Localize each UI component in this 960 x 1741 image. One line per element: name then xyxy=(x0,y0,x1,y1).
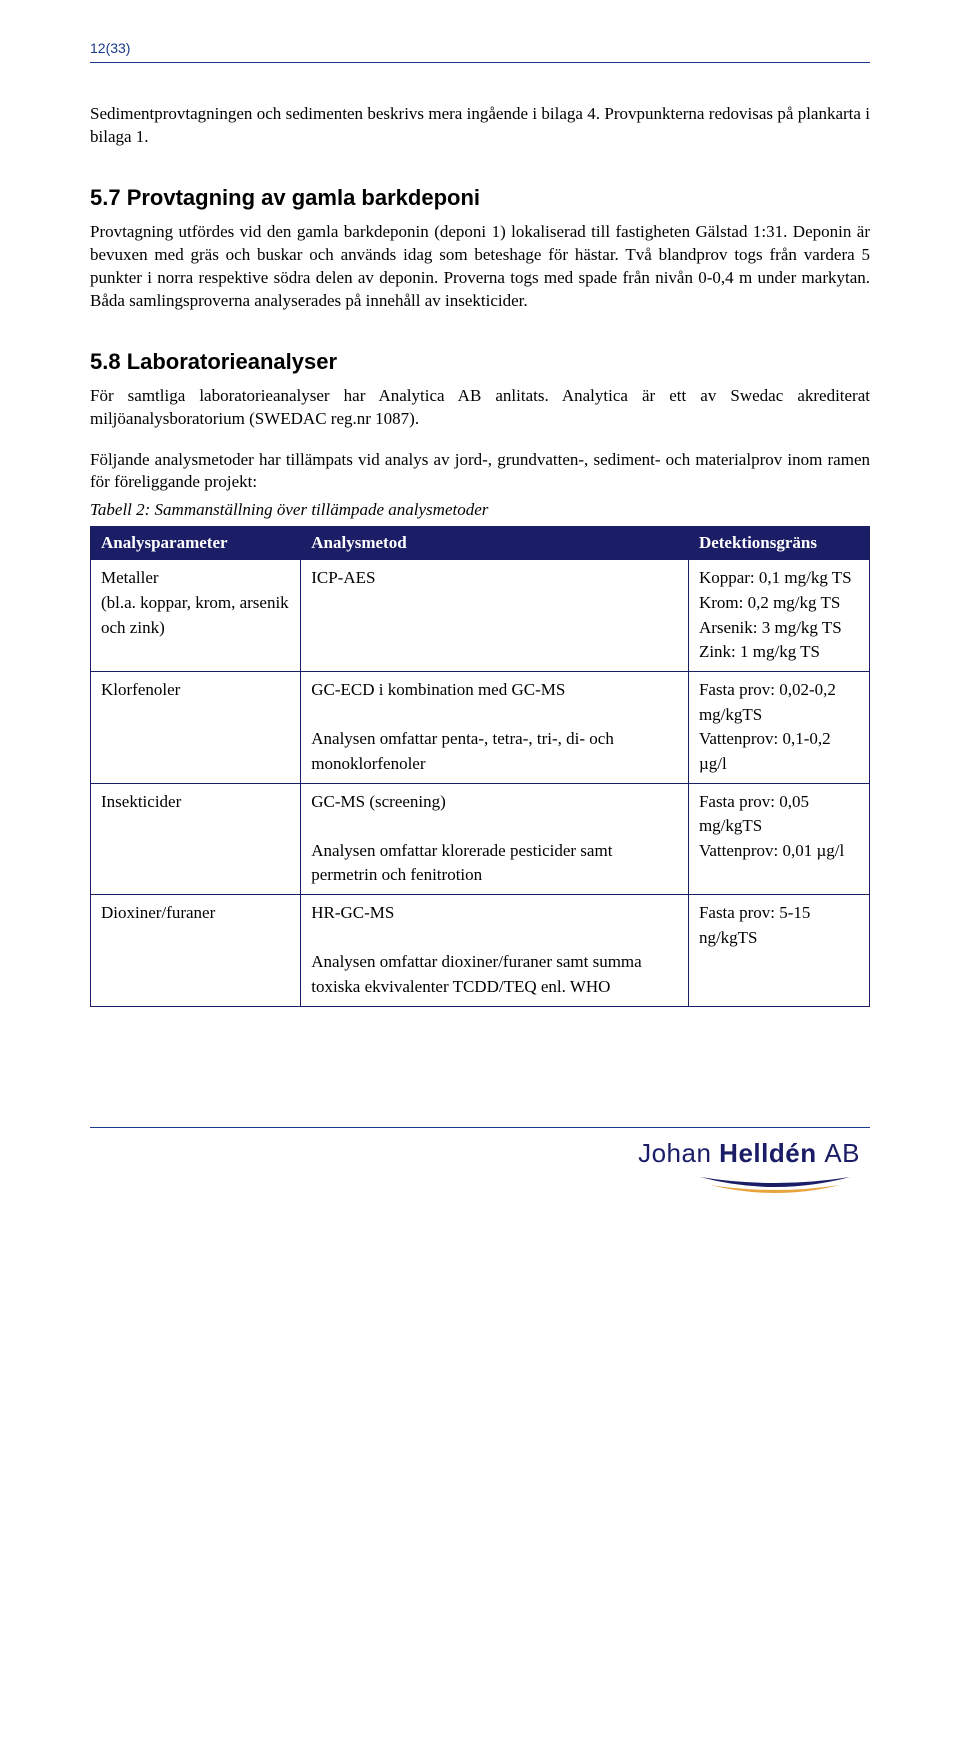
logo-swoosh-icon xyxy=(690,1171,860,1197)
table-cell-limit: Fasta prov: 5-15 ng/kgTS xyxy=(688,895,869,1007)
table-cell-method: GC-MS (screening)Analysen omfattar klore… xyxy=(301,783,689,895)
table-cell-limit: Fasta prov: 0,05 mg/kgTSVattenprov: 0,01… xyxy=(688,783,869,895)
table-cell-method: GC-ECD i kombination med GC-MSAnalysen o… xyxy=(301,671,689,783)
header-rule xyxy=(90,62,870,63)
table-cell-param: Dioxiner/furaner xyxy=(91,895,301,1007)
table-cell-param: Klorfenoler xyxy=(91,671,301,783)
col-header-limit: Detektionsgräns xyxy=(688,527,869,560)
logo-part-2: Helldén xyxy=(719,1138,824,1168)
col-header-method: Analysmetod xyxy=(301,527,689,560)
table-caption: Tabell 2: Sammanställning över tillämpad… xyxy=(90,500,870,520)
logo-text: Johan Helldén AB xyxy=(638,1138,860,1168)
footer-logo: Johan Helldén AB xyxy=(90,1138,870,1197)
paragraph-5-7: Provtagning utfördes vid den gamla barkd… xyxy=(90,221,870,313)
table-cell-method: HR-GC-MSAnalysen omfattar dioxiner/furan… xyxy=(301,895,689,1007)
table-cell-param: Insekticider xyxy=(91,783,301,895)
footer-rule xyxy=(90,1127,870,1128)
table-cell-param: Metaller(bl.a. koppar, krom, arsenik och… xyxy=(91,560,301,672)
analysis-methods-table: Analysparameter Analysmetod Detektionsgr… xyxy=(90,526,870,1006)
page-number: 12(33) xyxy=(90,40,870,56)
logo-part-1: Johan xyxy=(638,1138,719,1168)
table-cell-method: ICP-AES xyxy=(301,560,689,672)
heading-5-8: 5.8 Laboratorieanalyser xyxy=(90,349,870,375)
table-cell-limit: Fasta prov: 0,02-0,2 mg/kgTSVattenprov: … xyxy=(688,671,869,783)
intro-paragraph: Sedimentprovtagningen och sedimenten bes… xyxy=(90,103,870,149)
table-row: Dioxiner/furanerHR-GC-MSAnalysen omfatta… xyxy=(91,895,870,1007)
paragraph-5-8-1: För samtliga laboratorieanalyser har Ana… xyxy=(90,385,870,431)
logo-part-3: AB xyxy=(824,1138,860,1168)
table-header-row: Analysparameter Analysmetod Detektionsgr… xyxy=(91,527,870,560)
paragraph-5-8-2: Följande analysmetoder har tillämpats vi… xyxy=(90,449,870,495)
table-row: Metaller(bl.a. koppar, krom, arsenik och… xyxy=(91,560,870,672)
col-header-param: Analysparameter xyxy=(91,527,301,560)
table-row: KlorfenolerGC-ECD i kombination med GC-M… xyxy=(91,671,870,783)
table-cell-limit: Koppar: 0,1 mg/kg TSKrom: 0,2 mg/kg TSAr… xyxy=(688,560,869,672)
heading-5-7: 5.7 Provtagning av gamla barkdeponi xyxy=(90,185,870,211)
table-row: InsekticiderGC-MS (screening)Analysen om… xyxy=(91,783,870,895)
